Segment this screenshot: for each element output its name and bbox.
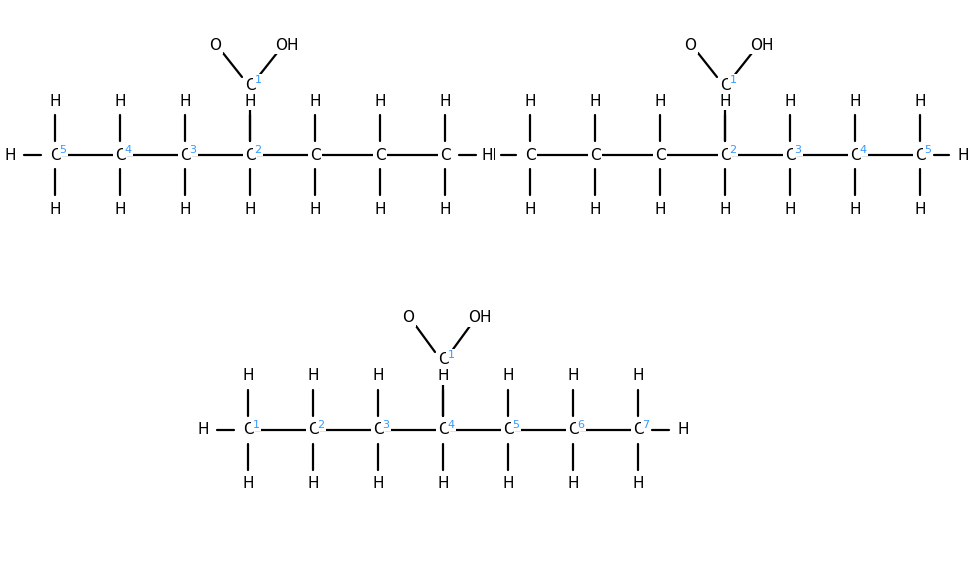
Text: H: H	[309, 202, 320, 216]
Text: 3: 3	[383, 420, 389, 430]
Text: H: H	[372, 369, 384, 383]
Text: 4: 4	[124, 145, 131, 155]
Text: H: H	[850, 202, 860, 216]
Text: C: C	[438, 352, 449, 368]
Text: C: C	[915, 147, 925, 162]
Text: H: H	[439, 202, 451, 216]
Text: C: C	[568, 423, 579, 437]
Text: C: C	[373, 423, 384, 437]
Text: C: C	[245, 78, 255, 93]
Text: H: H	[850, 93, 860, 108]
Text: C: C	[503, 423, 514, 437]
Text: OH: OH	[275, 38, 299, 52]
Text: C: C	[440, 147, 451, 162]
Text: H: H	[242, 477, 253, 492]
Text: 3: 3	[794, 145, 801, 155]
Text: H: H	[589, 93, 601, 108]
Text: H: H	[785, 93, 796, 108]
Text: H: H	[485, 147, 496, 162]
Text: 2: 2	[729, 145, 737, 155]
Text: H: H	[50, 93, 61, 108]
Text: 5: 5	[924, 145, 931, 155]
Text: H: H	[482, 147, 492, 162]
Text: C: C	[375, 147, 385, 162]
Text: H: H	[567, 369, 579, 383]
Text: H: H	[245, 93, 255, 108]
Text: C: C	[308, 423, 318, 437]
Text: H: H	[180, 202, 190, 216]
Text: C: C	[785, 147, 795, 162]
Text: C: C	[438, 423, 449, 437]
Text: H: H	[524, 202, 536, 216]
Text: C: C	[115, 147, 125, 162]
Text: C: C	[633, 423, 644, 437]
Text: H: H	[115, 93, 126, 108]
Text: H: H	[372, 477, 384, 492]
Text: H: H	[309, 93, 320, 108]
Text: H: H	[307, 477, 318, 492]
Text: 1: 1	[252, 420, 259, 430]
Text: O: O	[402, 310, 414, 325]
Text: 1: 1	[729, 75, 736, 85]
Text: 5: 5	[513, 420, 519, 430]
Text: H: H	[524, 93, 536, 108]
Text: H: H	[632, 477, 644, 492]
Text: H: H	[437, 477, 449, 492]
Text: 2: 2	[254, 145, 261, 155]
Text: H: H	[567, 477, 579, 492]
Text: H: H	[957, 147, 969, 162]
Text: 5: 5	[59, 145, 66, 155]
Text: H: H	[242, 369, 253, 383]
Text: O: O	[209, 38, 221, 52]
Text: H: H	[502, 477, 514, 492]
Text: H: H	[50, 202, 61, 216]
Text: H: H	[4, 147, 16, 162]
Text: 4: 4	[448, 420, 454, 430]
Text: C: C	[245, 147, 255, 162]
Text: H: H	[197, 423, 209, 437]
Text: H: H	[245, 202, 255, 216]
Text: H: H	[437, 369, 449, 383]
Text: H: H	[180, 93, 190, 108]
Text: H: H	[589, 202, 601, 216]
Text: H: H	[654, 93, 666, 108]
Text: C: C	[720, 78, 730, 93]
Text: H: H	[374, 202, 385, 216]
Text: C: C	[720, 147, 730, 162]
Text: H: H	[720, 202, 731, 216]
Text: C: C	[180, 147, 190, 162]
Text: H: H	[654, 202, 666, 216]
Text: 4: 4	[859, 145, 866, 155]
Text: C: C	[243, 423, 253, 437]
Text: H: H	[720, 93, 731, 108]
Text: H: H	[307, 369, 318, 383]
Text: 3: 3	[189, 145, 196, 155]
Text: OH: OH	[468, 310, 491, 325]
Text: 2: 2	[318, 420, 324, 430]
Text: H: H	[677, 423, 688, 437]
Text: 6: 6	[578, 420, 585, 430]
Text: C: C	[654, 147, 665, 162]
Text: C: C	[589, 147, 600, 162]
Text: H: H	[502, 369, 514, 383]
Text: H: H	[915, 202, 925, 216]
Text: 7: 7	[643, 420, 650, 430]
Text: 1: 1	[254, 75, 261, 85]
Text: 1: 1	[448, 350, 454, 360]
Text: H: H	[115, 202, 126, 216]
Text: OH: OH	[751, 38, 774, 52]
Text: H: H	[632, 369, 644, 383]
Text: C: C	[310, 147, 320, 162]
Text: C: C	[850, 147, 860, 162]
Text: H: H	[439, 93, 451, 108]
Text: C: C	[524, 147, 535, 162]
Text: H: H	[374, 93, 385, 108]
Text: H: H	[915, 93, 925, 108]
Text: O: O	[684, 38, 696, 52]
Text: H: H	[785, 202, 796, 216]
Text: C: C	[50, 147, 60, 162]
